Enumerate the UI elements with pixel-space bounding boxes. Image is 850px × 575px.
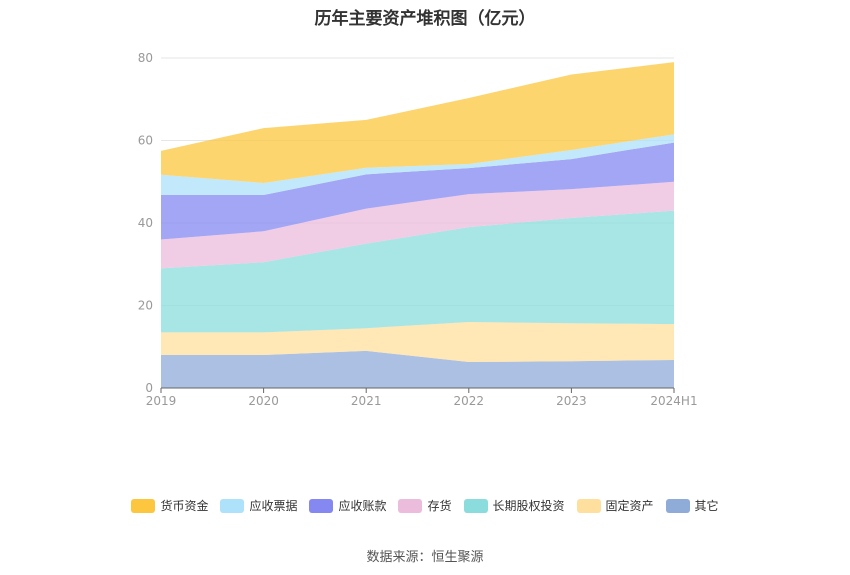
legend-item[interactable]: 固定资产 <box>576 497 654 514</box>
legend-item[interactable]: 存货 <box>398 497 452 514</box>
legend-item[interactable]: 货币资金 <box>131 497 208 514</box>
legend-label: 应收账款 <box>338 499 387 513</box>
legend-swatch <box>398 498 423 513</box>
legend-item[interactable]: 其它 <box>665 497 719 514</box>
legend-label: 存货 <box>427 499 452 513</box>
legend-item[interactable]: 应收账款 <box>309 497 386 514</box>
legend-label: 其它 <box>694 499 719 513</box>
legend-item[interactable]: 长期股权投资 <box>463 497 565 514</box>
area-series-3 <box>161 181 674 269</box>
x-tick-label: 2020 <box>248 394 279 408</box>
legend-swatch <box>463 498 488 513</box>
x-tick-label: 2023 <box>556 394 587 408</box>
x-tick-label: 2022 <box>454 394 485 408</box>
legend-item[interactable]: 应收票据 <box>220 497 297 514</box>
area-series-5 <box>161 134 674 195</box>
source-note: 数据来源：恒生聚源 <box>366 550 484 565</box>
legend-swatch <box>309 498 334 513</box>
y-tick-label: 20 <box>138 299 153 313</box>
legend-label: 长期股权投资 <box>492 499 565 513</box>
legend-swatch <box>220 498 245 513</box>
area-series-4 <box>161 142 674 240</box>
legend: 货币资金 应收票据 应收账款 存货 长期股权投资 固定资产 其它 <box>0 497 850 514</box>
y-tick-label: 40 <box>138 216 153 230</box>
x-tick-label: 2021 <box>351 394 382 408</box>
chart-title: 历年主要资产堆积图（亿元） <box>314 9 536 29</box>
area-series-0 <box>161 350 674 388</box>
stacked-area-chart: 0 20 40 60 80 2019 2020 2021 2022 2023 2024H1 <box>138 51 698 408</box>
area-series-6 <box>161 62 674 183</box>
legend-swatch <box>131 498 156 513</box>
area-series-2 <box>161 210 674 333</box>
x-tick-label: 2019 <box>146 394 177 408</box>
y-tick-label: 60 <box>138 134 153 148</box>
legend-swatch <box>665 498 690 513</box>
y-tick-label: 0 <box>145 381 153 395</box>
y-tick-label: 80 <box>138 51 153 65</box>
legend-swatch <box>576 498 601 513</box>
legend-label: 货币资金 <box>160 499 209 513</box>
legend-label: 固定资产 <box>605 499 654 513</box>
legend-label: 应收票据 <box>249 499 298 513</box>
area-series-1 <box>161 322 674 363</box>
x-tick-label: 2024H1 <box>650 394 697 408</box>
